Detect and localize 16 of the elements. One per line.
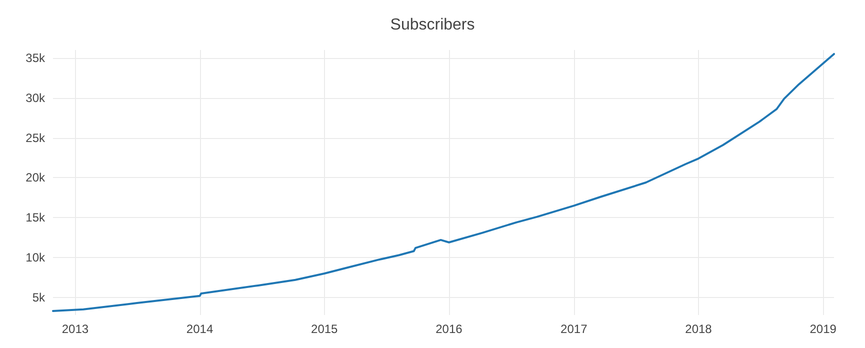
x-tick-label: 2018 xyxy=(685,322,712,336)
chart-title: Subscribers xyxy=(390,16,475,34)
line-series xyxy=(52,52,835,312)
y-tick-label: 35k xyxy=(26,50,46,65)
y-tick-label: 30k xyxy=(26,90,46,105)
y-tick-label: 10k xyxy=(26,250,46,265)
x-tick-label: 2013 xyxy=(62,322,89,336)
y-tick-label: 15k xyxy=(26,210,46,225)
y-tick-label: 20k xyxy=(26,170,46,185)
y-tick-label: 25k xyxy=(26,130,46,145)
x-tick-label: 2016 xyxy=(436,322,463,336)
y-tick-label: 5k xyxy=(32,290,46,304)
x-tick-label: 2014 xyxy=(186,322,214,336)
x-tick-label: 2015 xyxy=(311,322,338,336)
x-tick-label: 2017 xyxy=(560,322,588,336)
x-tick-label: 2019 xyxy=(810,322,837,336)
